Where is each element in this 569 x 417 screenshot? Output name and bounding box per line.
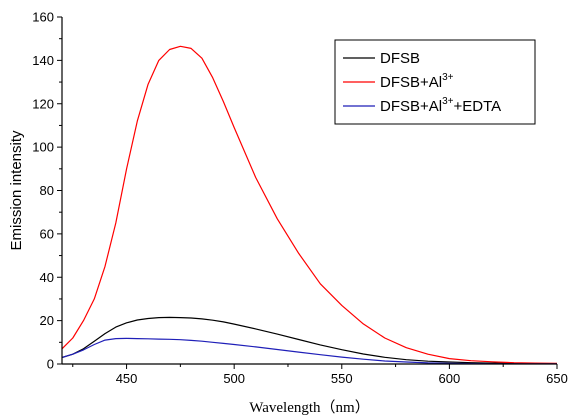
x-tick-label: 600: [439, 371, 461, 386]
legend-label-base: DFSB+Al: [380, 74, 442, 91]
legend-label-0: DFSB: [380, 50, 420, 67]
series-line-1: [61, 45, 558, 364]
legend-label-2: DFSB+Al3++EDTA: [380, 96, 501, 115]
y-tick-label: 60: [40, 226, 54, 241]
legend-label-superscript: 3+: [442, 72, 454, 83]
y-tick-label: 0: [47, 357, 54, 372]
x-axis-title: Wavelength（nm）: [249, 399, 369, 416]
y-tick-label: 80: [40, 183, 54, 198]
legend-label-base: DFSB+Al: [380, 98, 442, 115]
y-axis-title: Emission intensity: [8, 130, 25, 251]
legend-label-suffix: +EDTA: [454, 98, 502, 115]
series-line-2: [61, 337, 557, 365]
y-tick-label: 20: [40, 313, 54, 328]
x-tick-label: 650: [546, 371, 568, 386]
y-tick-label: 120: [32, 96, 54, 111]
series-line-0: [61, 316, 557, 365]
ticks-layer: 0 20 40 60 80 100 120 140 160 450 500 550 600 650: [32, 10, 568, 387]
series-layer: [61, 45, 558, 365]
x-tick-label: 500: [223, 371, 245, 386]
y-tick-label: 40: [40, 270, 54, 285]
y-tick-label: 160: [32, 10, 54, 25]
y-tick-label: 100: [32, 140, 54, 155]
legend-label-base: DFSB: [380, 50, 420, 67]
legend-label-1: DFSB+Al3+: [380, 72, 454, 91]
legend-label-superscript: 3+: [442, 96, 454, 107]
x-tick-label: 450: [116, 371, 138, 386]
y-tick-label: 140: [32, 53, 54, 68]
x-tick-label: 550: [331, 371, 353, 386]
